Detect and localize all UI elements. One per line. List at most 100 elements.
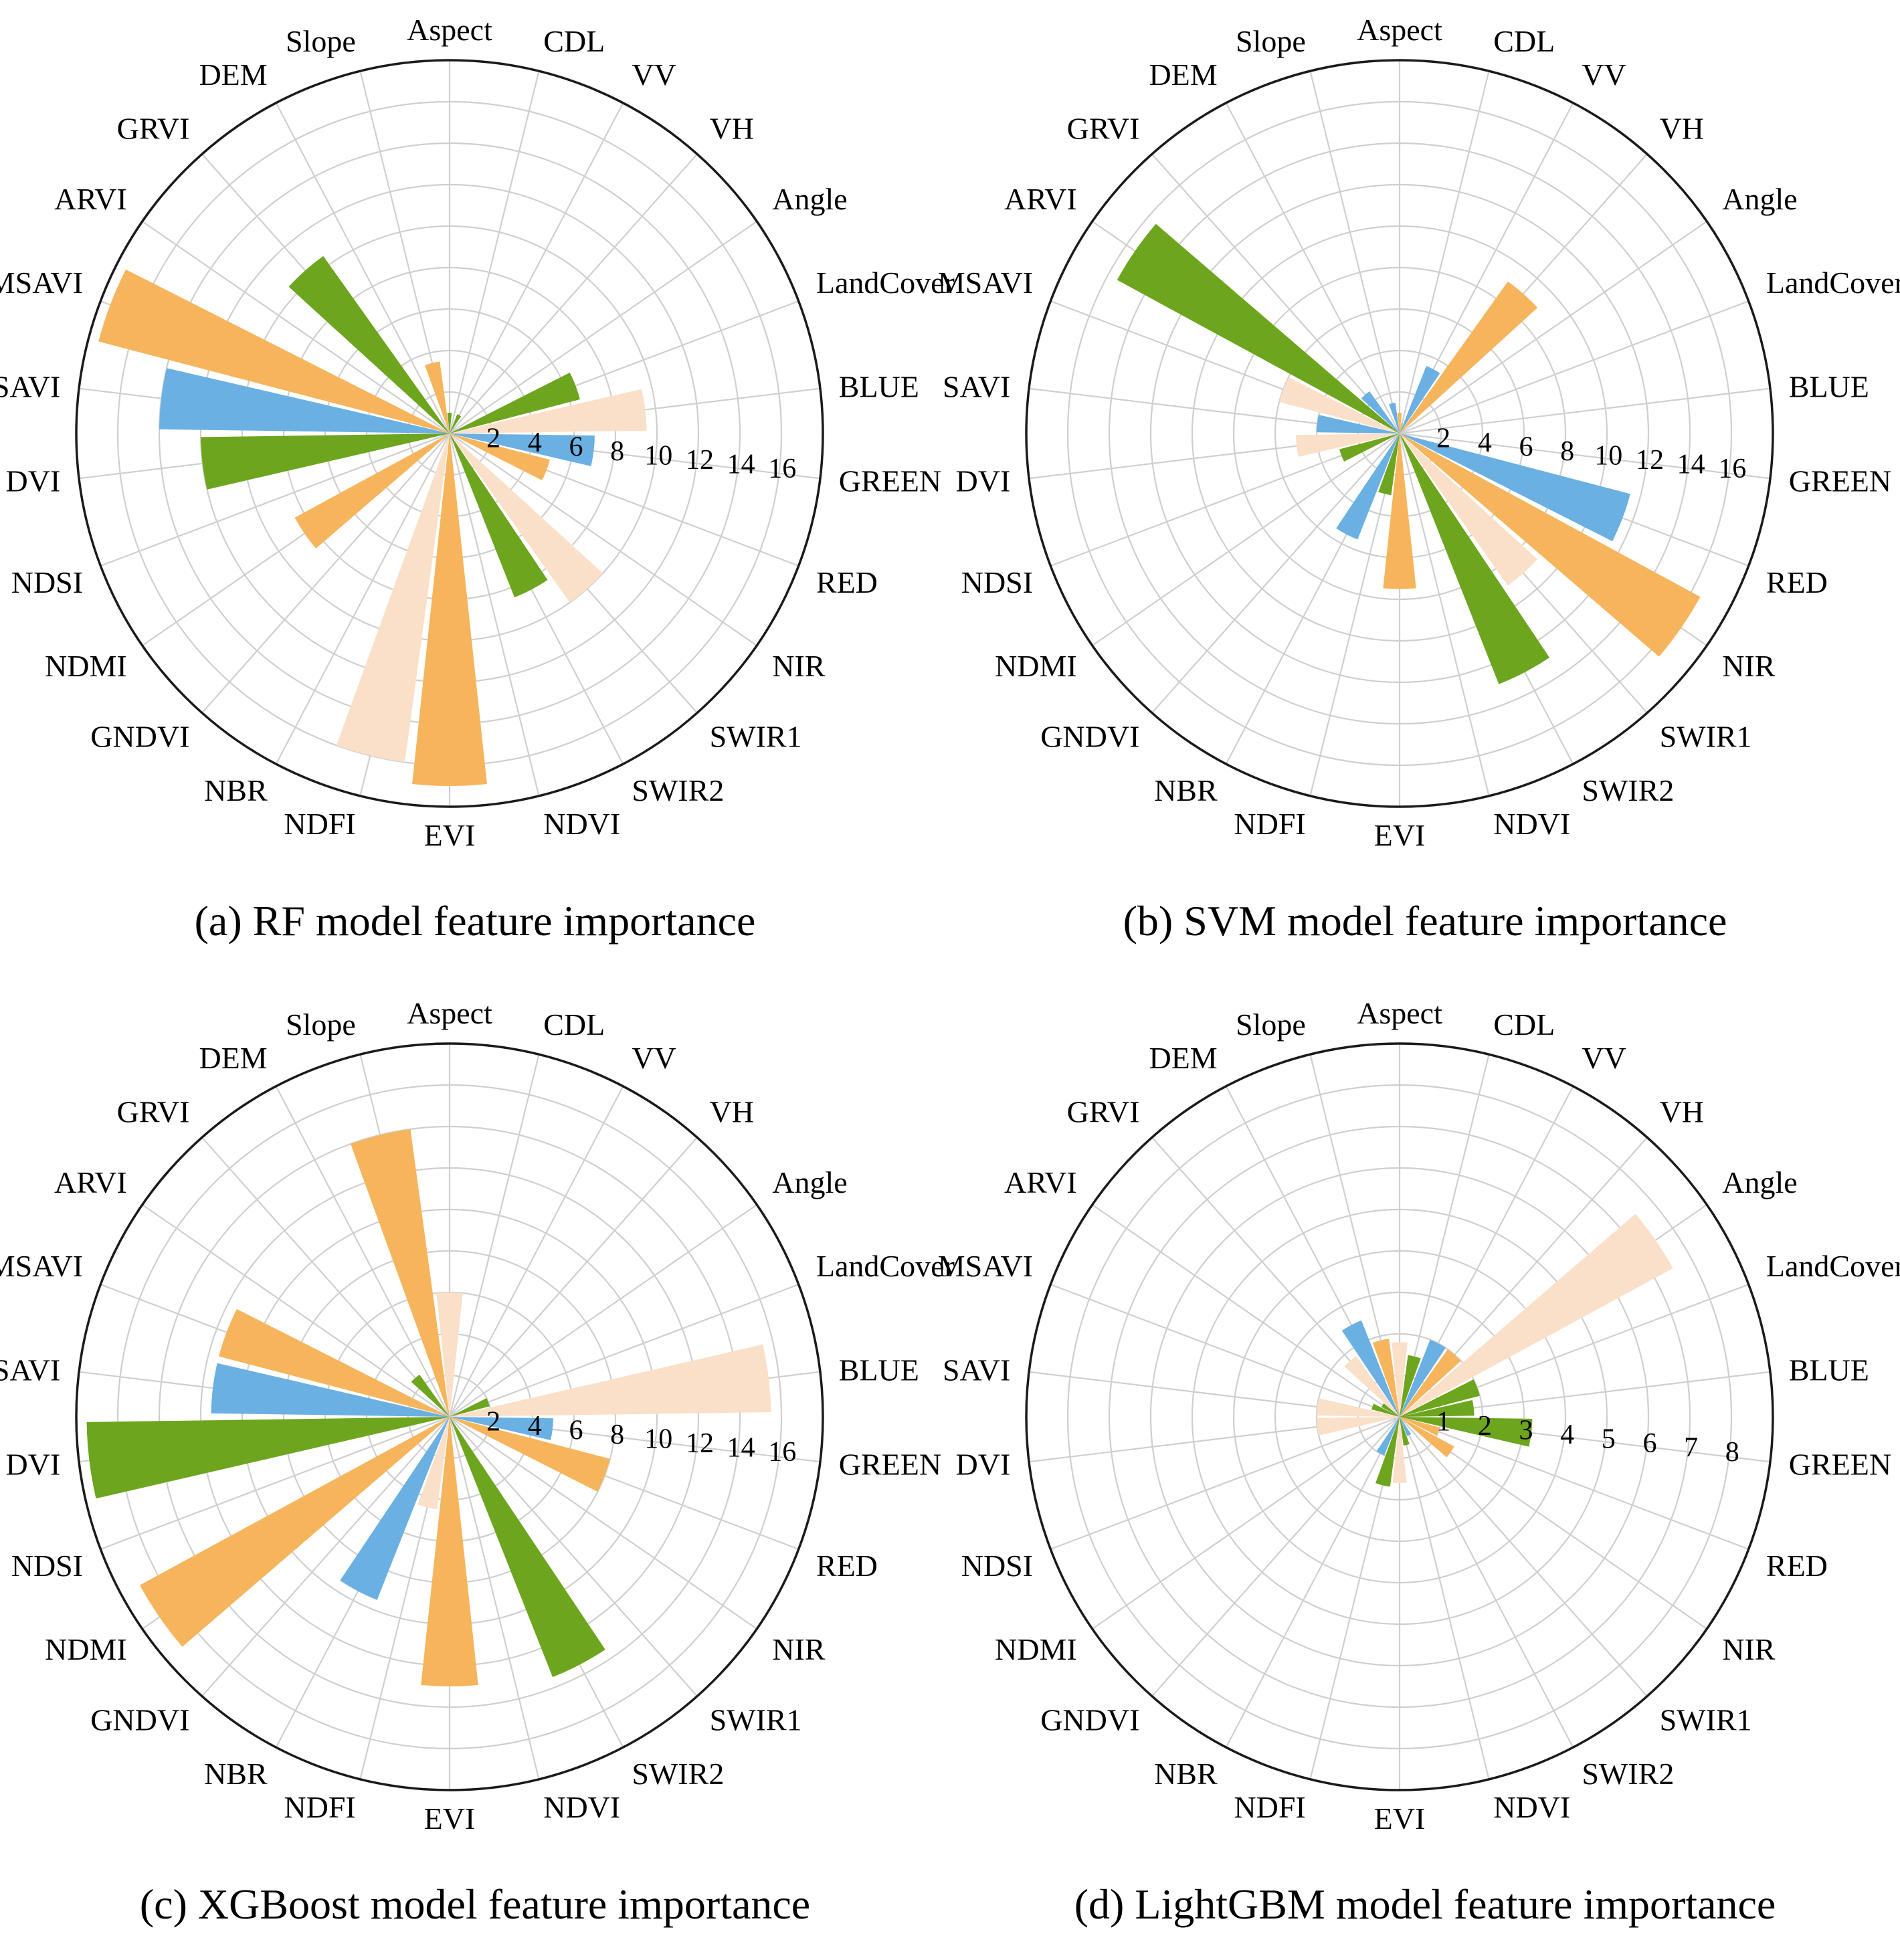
grid-spoke xyxy=(275,1086,450,1417)
bar-landcover xyxy=(450,1397,490,1417)
bar-green xyxy=(1400,1417,1533,1447)
radial-tick-label: 12 xyxy=(686,445,714,476)
category-label-angle: Angle xyxy=(772,1165,847,1199)
bar-evi xyxy=(1392,1417,1407,1484)
outer-ring xyxy=(1025,1042,1774,1791)
category-label-nbr: NBR xyxy=(1154,773,1218,807)
category-label-savi: SAVI xyxy=(0,1353,60,1387)
grid-spoke xyxy=(100,1415,450,1550)
bar-evi xyxy=(421,1417,478,1686)
radial-tick-label: 4 xyxy=(1560,1419,1574,1450)
bar-savi xyxy=(159,368,450,433)
category-label-dvi: DVI xyxy=(956,464,1011,498)
category-label-nbr: NBR xyxy=(204,1757,268,1791)
svm-chart-caption: (b) SVM model feature importance xyxy=(1123,897,1727,945)
grid-spoke xyxy=(1151,153,1400,434)
category-label-msavi: MSAVI xyxy=(938,266,1033,300)
bar-savi xyxy=(1317,1398,1400,1417)
bar-nir xyxy=(1400,433,1701,657)
bar-slope xyxy=(1372,1339,1400,1417)
category-label-aspect: Aspect xyxy=(407,13,492,47)
bar-nbr xyxy=(1376,1417,1400,1456)
xgboost-polar-chart: 2 4 6 8 10 12 14 16 Aspect CDL VV VH Angle LandCover B… xyxy=(0,996,955,1836)
grid-spoke xyxy=(1225,1416,1400,1748)
grid-spoke xyxy=(1398,433,1490,797)
svm-polar-chart: 2 4 6 8 10 12 14 16 Aspect CDL VV VH Angle LandCover B… xyxy=(938,13,1900,852)
bar-landcover xyxy=(450,372,580,433)
category-label-nbr: NBR xyxy=(204,773,268,807)
radial-tick-label: 2 xyxy=(486,1406,500,1437)
bar-msavi xyxy=(1371,1403,1400,1417)
bar-aspect xyxy=(1392,1342,1408,1417)
grid-spoke xyxy=(1092,1416,1400,1630)
bar-vh xyxy=(1400,281,1538,433)
grid-spoke xyxy=(1399,221,1707,434)
bar-red xyxy=(450,1417,610,1492)
grid-spoke xyxy=(1399,387,1771,435)
category-label-ndfi: NDFI xyxy=(1234,807,1305,841)
bar-landcover xyxy=(1400,1379,1480,1417)
category-label-nir: NIR xyxy=(772,649,826,683)
category-label-dvi: DVI xyxy=(956,1448,1011,1482)
panel-svm: 2 4 6 8 10 12 14 16 Aspect CDL VV VH Angle LandCover B… xyxy=(938,0,1900,977)
bar-aspect xyxy=(1397,413,1402,433)
bar-swir2 xyxy=(450,1417,605,1678)
category-label-cdl: CDL xyxy=(543,1007,605,1042)
category-label-blue: BLUE xyxy=(839,1353,919,1387)
category-label-angle: Angle xyxy=(1722,182,1797,216)
category-label-nir: NIR xyxy=(1722,649,1776,683)
radial-tick-label: 14 xyxy=(727,449,755,480)
category-label-gndvi: GNDVI xyxy=(1040,1703,1139,1737)
bar-vv xyxy=(1400,366,1440,433)
outer-ring xyxy=(75,59,824,808)
category-label-ndsi: NDSI xyxy=(11,565,83,599)
category-label-cdl: CDL xyxy=(543,24,605,58)
category-label-ndvi: NDVI xyxy=(1493,807,1570,841)
category-label-swir2: SWIR2 xyxy=(1582,1757,1674,1791)
category-label-ndsi: NDSI xyxy=(961,565,1033,599)
grid-spoke xyxy=(142,221,450,434)
category-label-vv: VV xyxy=(632,1041,676,1075)
radial-tick-label: 8 xyxy=(610,1419,624,1450)
category-label-green: GREEN xyxy=(839,1448,941,1482)
bar-green xyxy=(450,1417,553,1440)
bar-dvi xyxy=(86,1417,450,1499)
bar-ndmi xyxy=(139,1417,450,1647)
radial-tick-label: 3 xyxy=(1519,1415,1533,1446)
radial-tick-label: 10 xyxy=(1594,440,1622,471)
category-label-dvi: DVI xyxy=(6,464,61,498)
bar-evi xyxy=(412,433,487,786)
grid-spoke xyxy=(1050,1415,1400,1550)
grid-spoke xyxy=(1050,1284,1400,1418)
bar-grvi xyxy=(411,1374,450,1417)
grid-spoke xyxy=(1309,70,1401,434)
category-label-ndsi: NDSI xyxy=(961,1549,1033,1583)
bar-swir2 xyxy=(1400,1417,1412,1436)
radial-tick-label: 16 xyxy=(1718,454,1746,484)
category-label-swir1: SWIR1 xyxy=(710,720,802,754)
category-label-blue: BLUE xyxy=(1789,369,1869,403)
bar-aspect xyxy=(447,413,452,433)
category-label-green: GREEN xyxy=(1789,1448,1891,1482)
bar-slope xyxy=(1389,402,1400,433)
grid-spoke xyxy=(449,153,698,434)
radial-tick-label: 2 xyxy=(486,423,500,454)
bar-grvi xyxy=(1361,391,1400,433)
bar-ndvi xyxy=(1400,1417,1410,1446)
grid-spoke xyxy=(1399,1415,1749,1550)
panel-rf: 2 4 6 8 10 12 14 16 Aspect CDL VV VH Angle LandCover B… xyxy=(0,0,955,977)
category-label-arvi: ARVI xyxy=(54,182,127,216)
grid-spoke xyxy=(1151,433,1400,714)
category-label-swir2: SWIR2 xyxy=(632,773,724,807)
bar-swir1 xyxy=(450,433,603,603)
category-label-savi: SAVI xyxy=(943,1353,1010,1387)
category-label-msavi: MSAVI xyxy=(0,1249,83,1283)
bar-savi xyxy=(211,1363,450,1417)
category-label-gndvi: GNDVI xyxy=(1040,720,1139,754)
bar-aspect xyxy=(436,1292,463,1417)
category-label-dem: DEM xyxy=(1149,1041,1217,1075)
bar-ndmi xyxy=(294,433,450,549)
grid-spoke xyxy=(1092,433,1400,646)
radial-tick-label: 6 xyxy=(569,1415,583,1446)
grid-spoke xyxy=(100,432,450,567)
